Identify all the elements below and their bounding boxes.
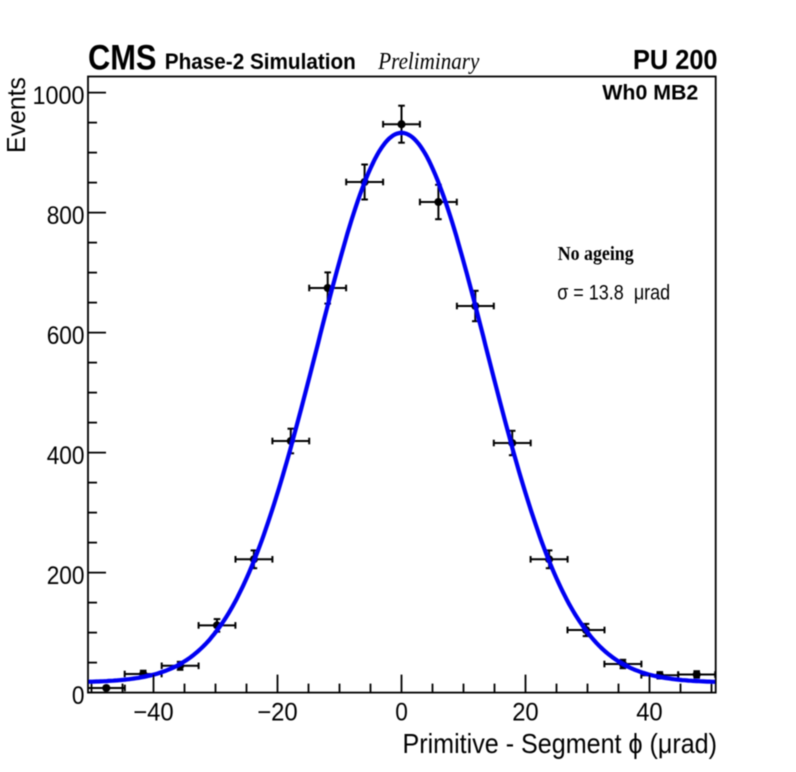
svg-text:PU 200: PU 200	[633, 44, 718, 75]
svg-text:Primitive - Segment ϕ (μrad): Primitive - Segment ϕ (μrad)	[403, 728, 718, 759]
svg-text:800: 800	[47, 202, 85, 230]
svg-text:200: 200	[47, 562, 85, 590]
svg-text:σ = 13.8 μrad: σ = 13.8 μrad	[557, 282, 670, 305]
svg-text:Events: Events	[1, 77, 31, 153]
svg-text:Preliminary: Preliminary	[377, 49, 479, 75]
svg-text:1000: 1000	[33, 82, 85, 110]
svg-text:20: 20	[512, 699, 539, 727]
svg-text:0: 0	[395, 699, 408, 727]
svg-text:CMS: CMS	[88, 38, 157, 77]
svg-text:−20: −20	[257, 699, 298, 727]
svg-text:600: 600	[47, 322, 85, 350]
svg-text:−40: −40	[133, 699, 174, 727]
svg-text:40: 40	[636, 699, 663, 727]
svg-text:0: 0	[72, 682, 85, 710]
svg-text:400: 400	[47, 442, 85, 470]
svg-text:Wh0 MB2: Wh0 MB2	[602, 81, 698, 104]
svg-text:Phase-2 Simulation: Phase-2 Simulation	[165, 49, 356, 74]
svg-text:No ageing: No ageing	[558, 243, 635, 265]
